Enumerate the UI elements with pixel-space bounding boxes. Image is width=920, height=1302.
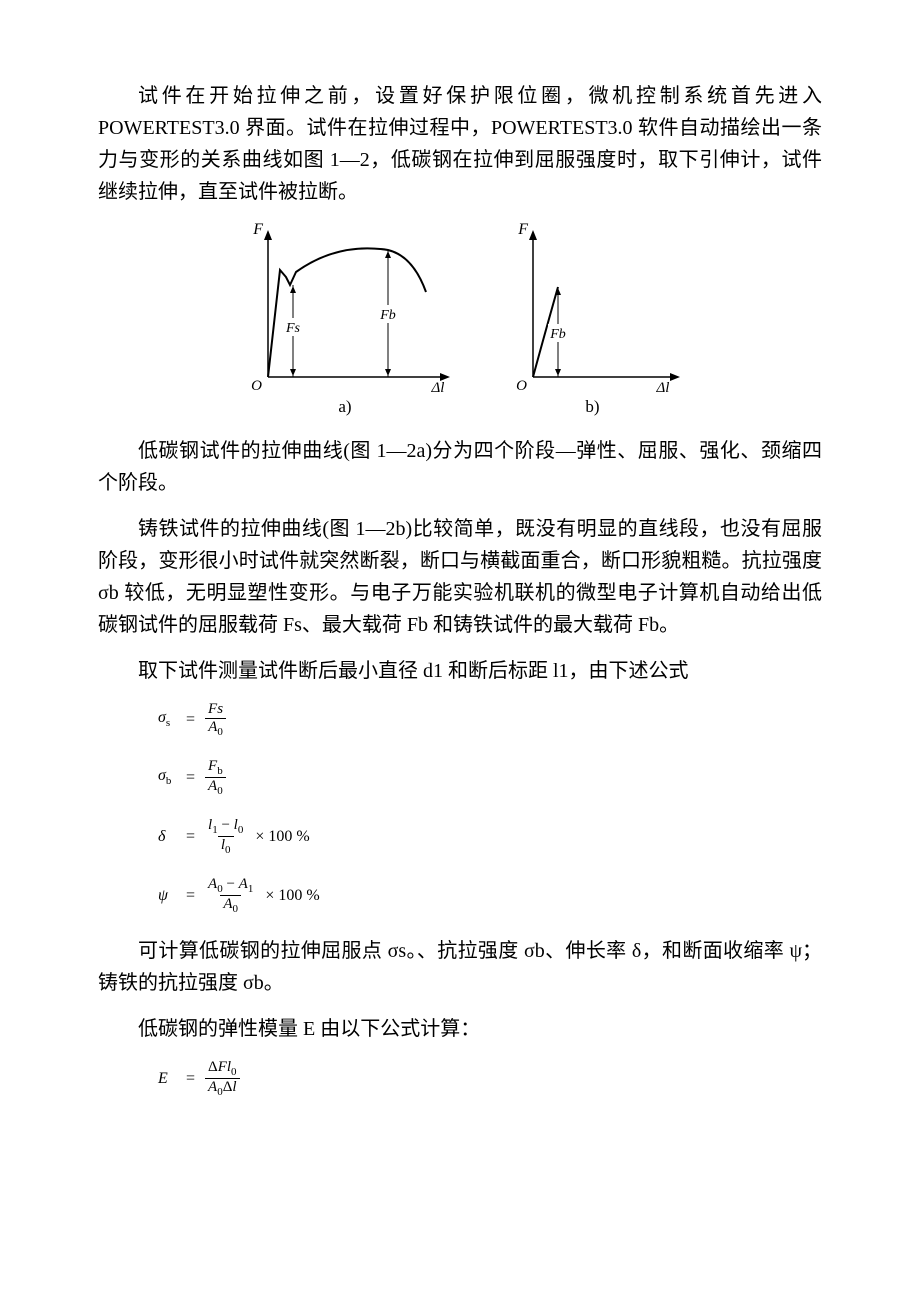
formula-sigma-s: σs = Fs A0 <box>158 701 822 738</box>
diagram-a-svg: F Δl O Fs Fb <box>238 222 453 392</box>
x-axis-label-b: Δl <box>655 380 669 392</box>
fs-label: Fs <box>285 321 301 336</box>
diagram-b-caption: b) <box>585 397 599 417</box>
origin-label: O <box>251 378 262 392</box>
fb-label-b: Fb <box>549 327 566 342</box>
paragraph-2: 低碳钢试件的拉伸曲线(图 1—2a)分为四个阶段—弹性、屈服、强化、颈缩四个阶段… <box>98 435 822 499</box>
origin-label-b: O <box>516 378 527 392</box>
diagram-a: F Δl O Fs Fb a) <box>238 222 453 417</box>
paragraph-5: 可计算低碳钢的拉伸屈服点 σs。、抗拉强度 σb、伸长率 δ，和断面收缩率 ψ；… <box>98 935 822 999</box>
diagram-b-svg: F Δl O Fb <box>503 222 683 392</box>
diagram-container: F Δl O Fs Fb a) <box>98 222 822 417</box>
intro-paragraph: 试件在开始拉伸之前，设置好保护限位圈，微机控制系统首先进入 POWERTEST3… <box>98 80 822 208</box>
paragraph-3: 铸铁试件的拉伸曲线(图 1—2b)比较简单，既没有明显的直线段，也没有屈服阶段，… <box>98 513 822 641</box>
diagram-b: F Δl O Fb b) <box>503 222 683 417</box>
formula-psi: ψ = A0 − A1 A0 × 100 % <box>158 876 822 915</box>
paragraph-4: 取下试件测量试件断后最小直径 d1 和断后标距 l1，由下述公式 <box>98 655 822 687</box>
y-axis-label: F <box>252 222 263 238</box>
diagram-a-caption: a) <box>338 397 351 417</box>
formula-E: E = ΔFl0 A0Δl <box>158 1059 822 1098</box>
x-axis-label: Δl <box>430 380 444 392</box>
y-axis-label-b: F <box>517 222 528 238</box>
formula-sigma-b: σb = Fb A0 <box>158 758 822 797</box>
paragraph-6: 低碳钢的弹性模量 E 由以下公式计算： <box>98 1013 822 1045</box>
fb-label-a: Fb <box>379 308 396 323</box>
formula-delta: δ = l1 − l0 l0 × 100 % <box>158 817 822 856</box>
